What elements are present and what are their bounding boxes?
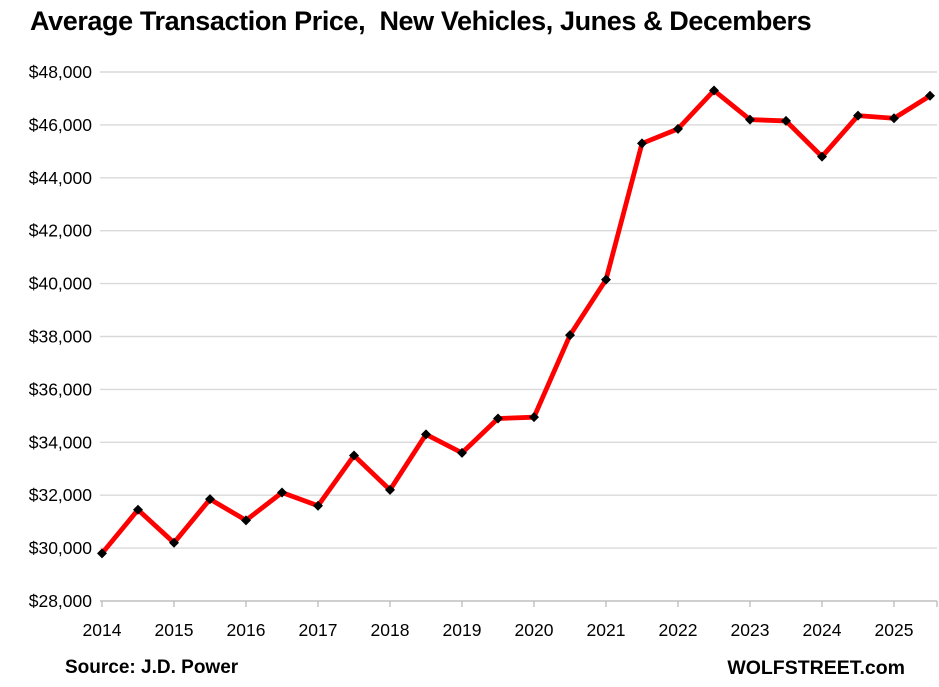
data-point-marker [565, 330, 575, 341]
y-axis-tick-label: $38,000 [29, 327, 93, 347]
x-axis-tick-label: 2014 [83, 620, 122, 640]
data-point-marker [925, 90, 935, 101]
y-axis-tick-label: $32,000 [29, 485, 93, 505]
brand-credit: WOLFSTREET.com [727, 657, 905, 679]
data-point-marker [169, 537, 179, 548]
x-axis-tick-label: 2022 [659, 620, 698, 640]
price-line [99, 88, 933, 556]
data-point-marker [241, 515, 251, 526]
chart-title: Average Transaction Price, New Vehicles,… [30, 6, 812, 36]
y-axis-tick-label: $30,000 [29, 538, 93, 558]
data-point-marker [745, 114, 755, 125]
y-axis-tick-label: $28,000 [29, 591, 93, 611]
x-axis-tick-label: 2021 [587, 620, 626, 640]
y-axis-tick-label: $42,000 [29, 221, 93, 241]
data-point-marker [205, 494, 215, 505]
data-point-marker [133, 504, 143, 515]
data-point-marker [601, 274, 611, 285]
data-point-marker [709, 85, 719, 96]
y-axis-tick-label: $34,000 [29, 432, 93, 452]
data-point-marker [889, 113, 899, 124]
data-point-marker [529, 412, 539, 423]
x-axis-tick-label: 2019 [443, 620, 482, 640]
x-axis-tick-label: 2024 [803, 620, 842, 640]
y-axis-tick-label: $44,000 [29, 168, 93, 188]
data-point-marker [637, 138, 647, 149]
x-axis-tick-label: 2015 [155, 620, 194, 640]
data-point-marker [817, 151, 827, 162]
data-point-marker [97, 548, 107, 559]
x-axis-tick-label: 2016 [227, 620, 266, 640]
data-point-marker [493, 413, 503, 424]
x-axis-tick-label: 2018 [371, 620, 410, 640]
data-point-marker [457, 447, 467, 458]
y-axis-tick-label: $46,000 [29, 115, 93, 135]
y-axis-tick-label: $48,000 [29, 62, 93, 82]
data-point-marker [673, 123, 683, 134]
data-point-marker [313, 500, 323, 511]
data-point-marker [781, 115, 791, 126]
data-point-marker [853, 110, 863, 121]
x-axis-tick-label: 2017 [299, 620, 338, 640]
data-point-marker [349, 450, 359, 461]
x-axis-tick-label: 2020 [515, 620, 554, 640]
data-point-marker [277, 487, 287, 498]
data-point-marker [421, 429, 431, 440]
y-axis-tick-label: $40,000 [29, 274, 93, 294]
x-axis-tick-label: 2025 [875, 620, 914, 640]
x-axis-tick-label: 2023 [731, 620, 770, 640]
data-point-marker [385, 484, 395, 495]
y-axis-tick-label: $36,000 [29, 379, 93, 399]
source-credit: Source: J.D. Power [65, 657, 239, 678]
